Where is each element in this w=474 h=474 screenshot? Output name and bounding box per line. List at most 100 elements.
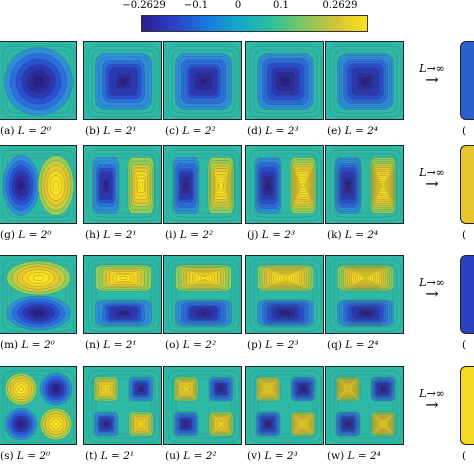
contour-plot bbox=[246, 256, 323, 333]
panel-tag: (q) bbox=[327, 339, 346, 351]
panel-scale-label: L = 2³ bbox=[265, 125, 299, 137]
panel-scale-label: L = 2⁰ bbox=[16, 450, 51, 462]
panel-tag: (g) bbox=[0, 229, 19, 241]
panel-scale-label: L = 2² bbox=[182, 339, 217, 351]
contour-panel bbox=[245, 366, 324, 445]
panel-tag: (s) bbox=[0, 450, 17, 462]
panel-tag: (a) bbox=[0, 125, 18, 137]
panel-tag: (n) bbox=[85, 339, 104, 351]
panel-tag: (c) bbox=[165, 125, 183, 137]
contour-panel bbox=[163, 366, 242, 445]
panel-caption: (i) L = 2² bbox=[165, 229, 213, 241]
contour-panel bbox=[0, 366, 77, 445]
panel-tag: (j) bbox=[247, 229, 262, 241]
contour-plot bbox=[164, 42, 241, 119]
colorbar bbox=[141, 15, 368, 32]
limit-panel-caption: ( bbox=[462, 125, 467, 137]
colorbar-tick-neg: −0.1 bbox=[183, 0, 209, 11]
limit-panel-cutoff bbox=[460, 145, 474, 224]
limit-panel-caption: ( bbox=[462, 339, 467, 351]
arrow-icon: → bbox=[425, 395, 439, 414]
panel-scale-label: L = 2³ bbox=[261, 229, 296, 241]
panel-caption: (g) L = 2⁰ bbox=[0, 229, 52, 241]
panel-scale-label: L = 2³ bbox=[265, 339, 299, 351]
contour-plot bbox=[164, 256, 241, 333]
panel-caption: (k) L = 2⁴ bbox=[327, 229, 378, 241]
contour-panel bbox=[83, 145, 162, 224]
colorbar-section: −0.2629 −0.1 0 0.1 0.2629 bbox=[0, 0, 474, 40]
contour-plot bbox=[326, 146, 403, 223]
contour-plot bbox=[0, 42, 76, 119]
panel-tag: (v) bbox=[247, 450, 265, 462]
contour-plot bbox=[326, 42, 403, 119]
panel-caption: (h) L = 2¹ bbox=[85, 229, 137, 241]
panel-caption: (t) L = 2¹ bbox=[85, 450, 134, 462]
panel-scale-label: L = 2⁴ bbox=[345, 339, 379, 351]
colorbar-tick-min: −0.2629 bbox=[122, 0, 166, 11]
contour-plot bbox=[326, 256, 403, 333]
contour-plot bbox=[246, 42, 323, 119]
panel-scale-label: L = 2⁰ bbox=[17, 125, 52, 137]
contour-plot bbox=[84, 146, 161, 223]
contour-panel bbox=[163, 41, 242, 120]
panel-tag: (d) bbox=[247, 125, 266, 137]
limit-panel-caption: ( bbox=[462, 450, 467, 462]
panel-scale-label: L = 2² bbox=[182, 125, 216, 137]
contour-plot bbox=[0, 367, 76, 444]
limit-panel-cutoff bbox=[460, 255, 474, 334]
limit-arrow: L→∞ → bbox=[412, 62, 452, 88]
contour-plot bbox=[246, 146, 323, 223]
panel-tag: (m) bbox=[0, 339, 22, 351]
limit-panel-caption: ( bbox=[462, 229, 467, 241]
arrow-icon: → bbox=[425, 174, 439, 193]
limit-label: L→∞ bbox=[419, 387, 445, 400]
contour-plot bbox=[164, 146, 241, 223]
contour-plot bbox=[164, 367, 241, 444]
panel-tag: (b) bbox=[85, 125, 104, 137]
panel-scale-label: L = 2¹ bbox=[100, 450, 135, 462]
contour-panel bbox=[245, 41, 324, 120]
panel-scale-label: L = 2³ bbox=[264, 450, 298, 462]
panel-caption: (d) L = 2³ bbox=[247, 125, 299, 137]
contour-panel bbox=[245, 255, 324, 334]
panel-caption: (w) L = 2⁴ bbox=[327, 450, 381, 462]
panel-scale-label: L = 2¹ bbox=[103, 125, 137, 137]
contour-panel bbox=[325, 145, 404, 224]
panel-caption: (e) L = 2⁴ bbox=[327, 125, 378, 137]
limit-arrow: L→∞ → bbox=[412, 166, 452, 193]
panel-tag: (h) bbox=[85, 229, 104, 241]
panel-scale-label: L = 2¹ bbox=[103, 339, 137, 351]
panel-caption: (q) L = 2⁴ bbox=[327, 339, 379, 351]
contour-panel bbox=[83, 255, 162, 334]
panel-caption: (n) L = 2¹ bbox=[85, 339, 137, 351]
contour-plot bbox=[0, 146, 76, 223]
panel-scale-label: L = 2⁴ bbox=[347, 450, 381, 462]
contour-panel bbox=[83, 41, 162, 120]
contour-panel bbox=[83, 366, 162, 445]
arrow-icon: → bbox=[425, 284, 439, 303]
contour-plot bbox=[84, 367, 161, 444]
limit-label: L→∞ bbox=[419, 62, 445, 75]
panel-scale-label: L = 2² bbox=[179, 229, 214, 241]
panel-caption: (c) L = 2² bbox=[165, 125, 216, 137]
contour-plot bbox=[84, 42, 161, 119]
panel-tag: (e) bbox=[327, 125, 345, 137]
panel-tag: (p) bbox=[247, 339, 266, 351]
limit-arrow: L→∞ → bbox=[412, 276, 452, 303]
panel-scale-label: L = 2⁴ bbox=[344, 229, 379, 241]
contour-panel bbox=[163, 145, 242, 224]
panel-scale-label: L = 2⁰ bbox=[18, 229, 52, 241]
panel-tag: (t) bbox=[85, 450, 101, 462]
panel-caption: (m) L = 2⁰ bbox=[0, 339, 55, 351]
colorbar-tick-zero: 0 bbox=[234, 0, 242, 11]
contour-panel bbox=[325, 255, 404, 334]
contour-plot bbox=[84, 256, 161, 333]
panel-scale-label: L = 2² bbox=[183, 450, 217, 462]
limit-label: L→∞ bbox=[419, 276, 445, 289]
limit-label: L→∞ bbox=[419, 166, 445, 179]
colorbar-tick-max: 0.2629 bbox=[322, 0, 358, 11]
panel-caption: (j) L = 2³ bbox=[247, 229, 295, 241]
panel-tag: (k) bbox=[327, 229, 345, 241]
panel-tag: (o) bbox=[165, 339, 183, 351]
contour-panel bbox=[163, 255, 242, 334]
